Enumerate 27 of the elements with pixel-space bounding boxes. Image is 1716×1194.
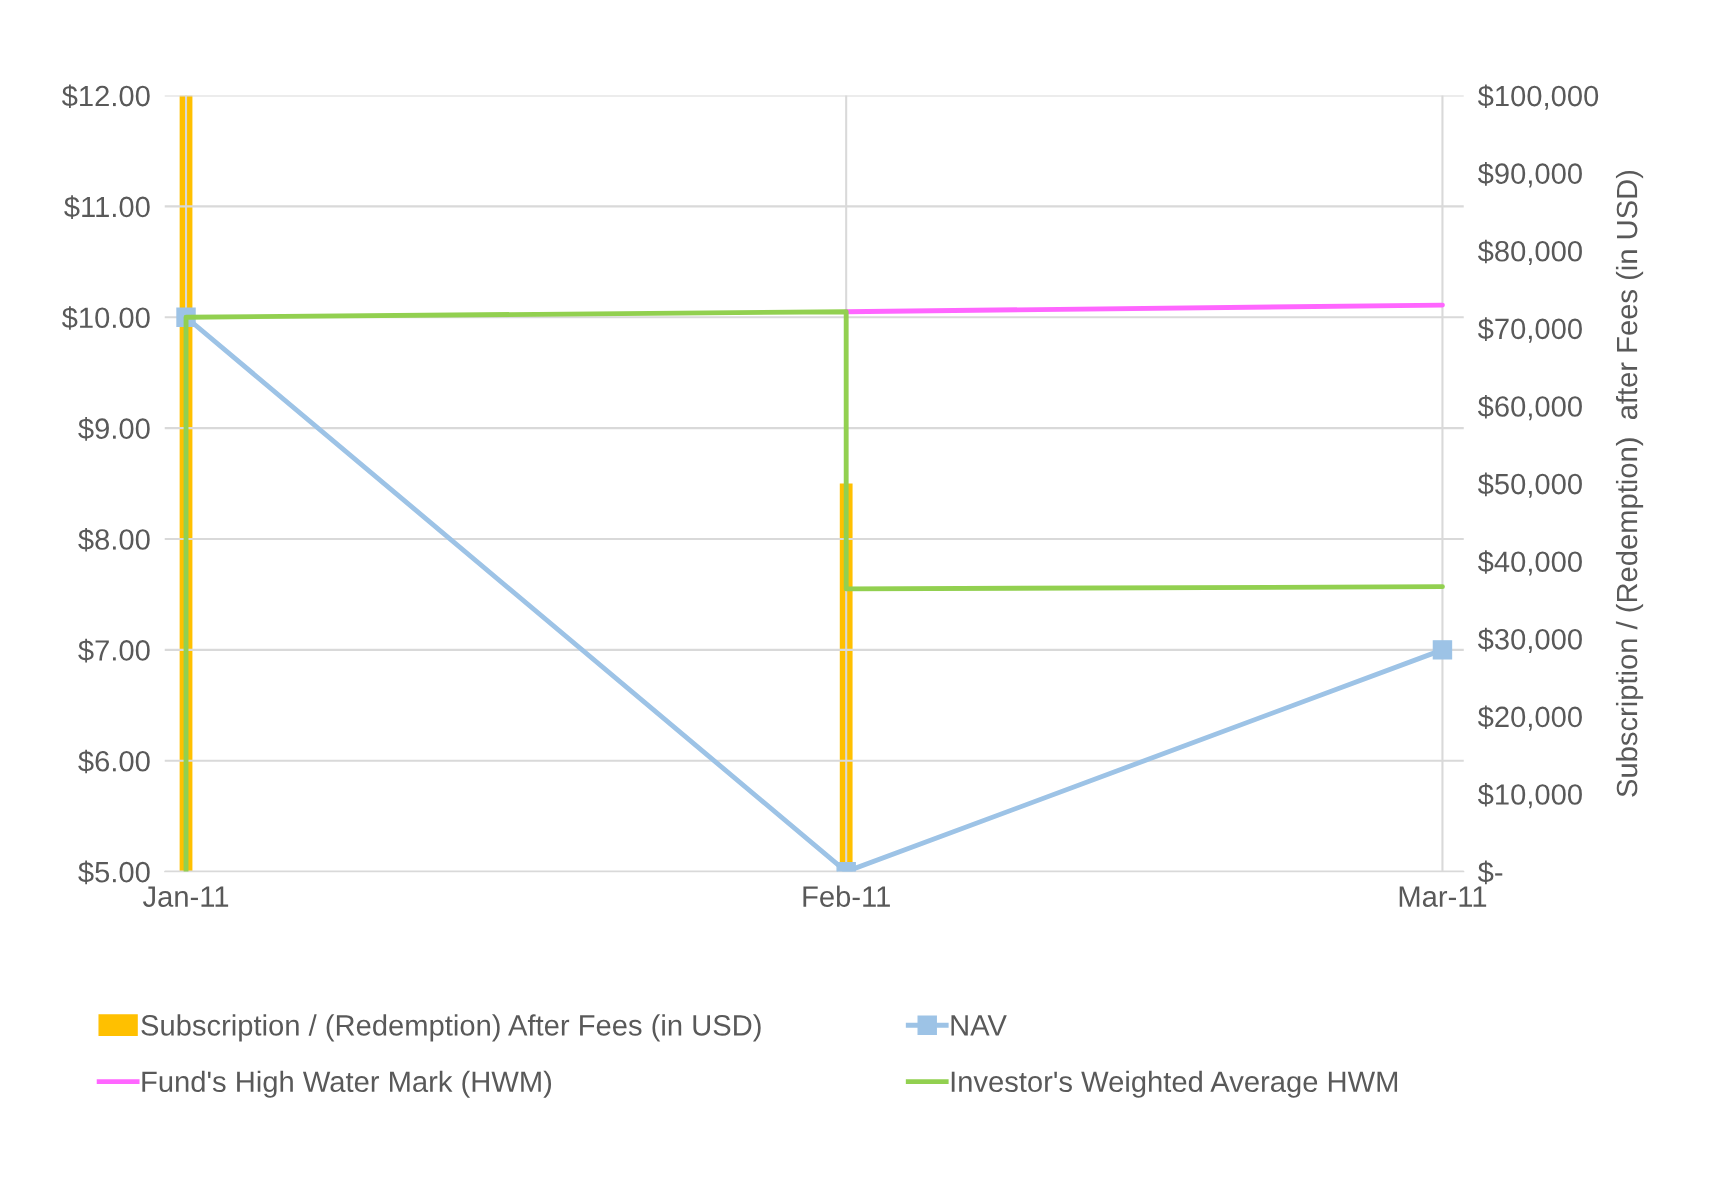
y2-tick-label: $-: [1477, 860, 1503, 885]
y-tick-label: $12.00: [61, 84, 150, 109]
y2-tick-label: $20,000: [1477, 705, 1582, 731]
x-tick-label: Jan-11: [142, 886, 229, 907]
y2-tick-label: $60,000: [1477, 394, 1582, 421]
y-tick-label: $10.00: [61, 306, 150, 330]
x-tick-label: Mar-11: [1399, 886, 1487, 907]
legend-label: Fund's High Water Mark (HWM): [142, 1070, 552, 1098]
y-tick-label: $5.00: [78, 860, 150, 885]
y2-tick-label: $30,000: [1477, 627, 1582, 654]
y2-tick-label: $90,000: [1477, 162, 1582, 188]
y-tick-label: $6.00: [78, 749, 150, 774]
y-tick-label: $8.00: [78, 527, 150, 552]
x-tick-label: Feb-11: [803, 885, 890, 907]
y2-tick-label: $80,000: [1477, 239, 1582, 266]
legend-label: NAV: [951, 1015, 1007, 1036]
legend-label: Subscription / (Redemption) After Fees (in USD): [141, 1014, 761, 1042]
y-tick-label: $9.00: [78, 417, 150, 441]
y2-tick-label: $40,000: [1477, 550, 1582, 576]
y2-axis-title: Subscription / (Redemption) after Fees (in USD): [1615, 170, 1644, 797]
legend-label: Investor's Weighted Average HWM: [951, 1070, 1398, 1098]
y-tick-label: $7.00: [78, 638, 150, 663]
y2-tick-label: $50,000: [1477, 472, 1582, 498]
y2-tick-label: $100,000: [1477, 84, 1599, 110]
y2-tick-label: $70,000: [1477, 317, 1582, 343]
y-tick-label: $11.00: [64, 195, 150, 219]
y2-tick-label: $10,000: [1477, 782, 1582, 809]
